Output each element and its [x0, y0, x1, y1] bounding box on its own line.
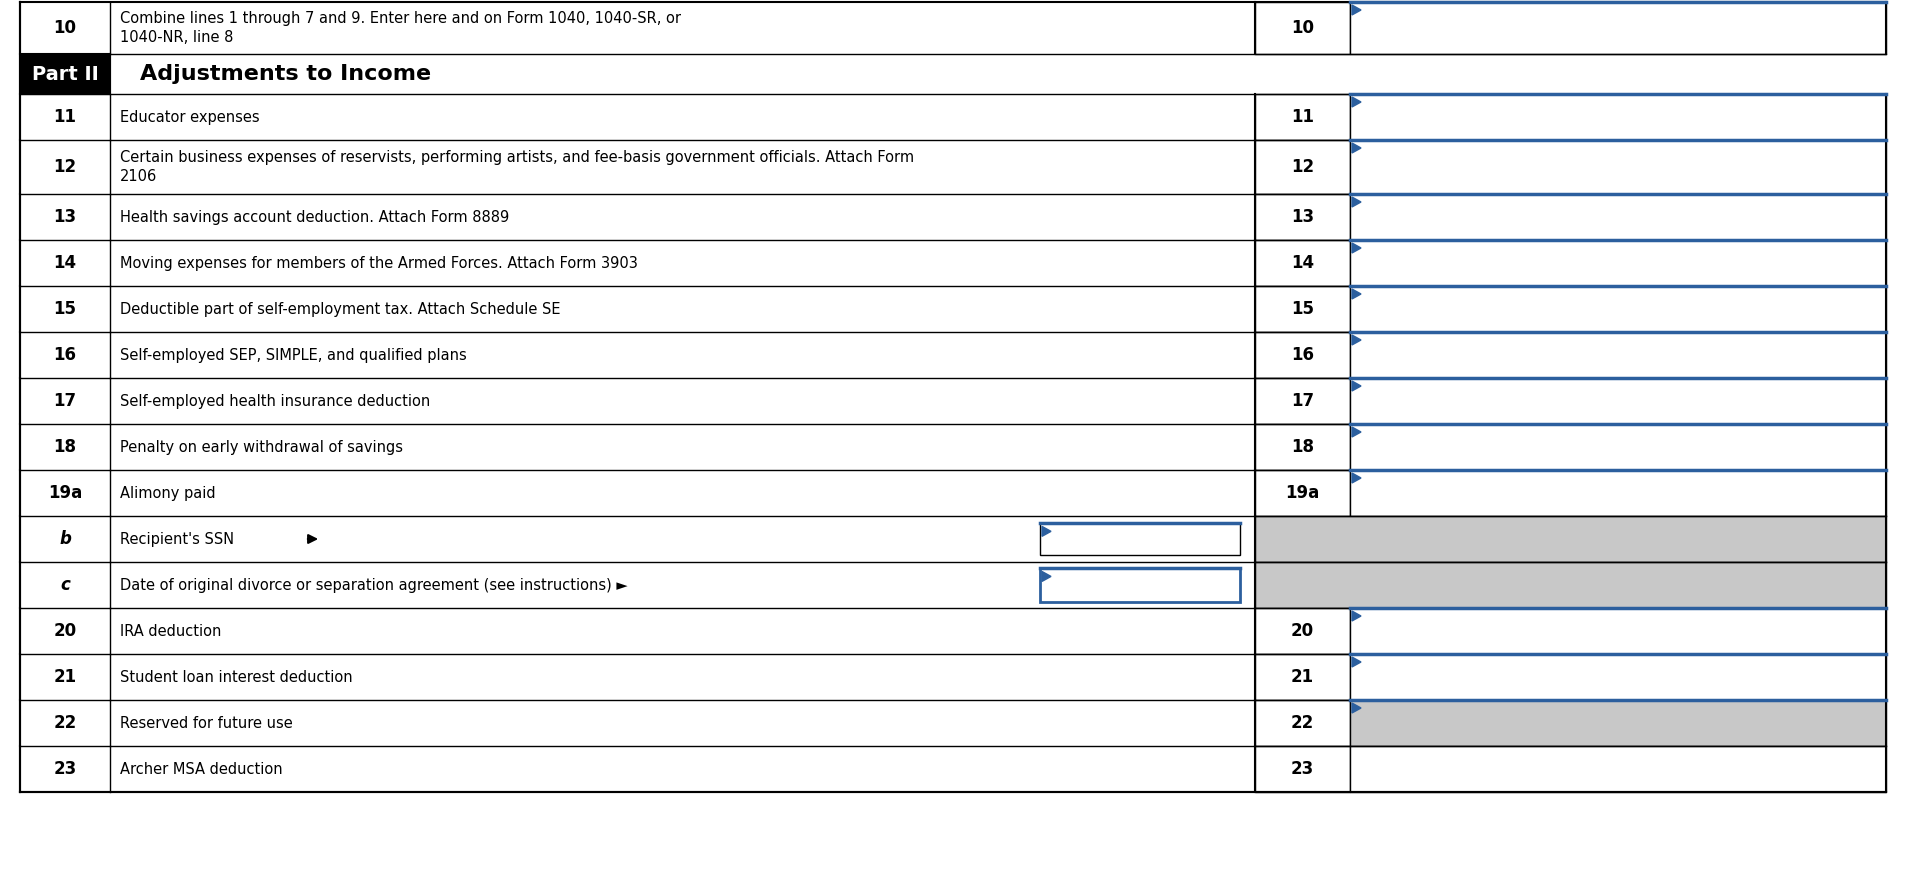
Bar	[1253, 194, 1349, 240]
Text: Recipient's SSN: Recipient's SSN	[120, 532, 234, 547]
Text: 19a: 19a	[1284, 484, 1318, 502]
Polygon shape	[1351, 657, 1360, 667]
Text: IRA deduction: IRA deduction	[120, 623, 221, 638]
Text: Reserved for future use: Reserved for future use	[120, 716, 293, 731]
Bar	[1253, 608, 1349, 654]
Text: Certain business expenses of reservists, performing artists, and fee-basis gover: Certain business expenses of reservists,…	[120, 150, 914, 184]
Text: 22: 22	[53, 714, 76, 732]
Bar	[1253, 516, 1886, 562]
Text: 14: 14	[1290, 254, 1313, 272]
Text: Self-employed health insurance deduction: Self-employed health insurance deduction	[120, 393, 431, 408]
Text: Archer MSA deduction: Archer MSA deduction	[120, 761, 282, 776]
Bar	[1253, 2, 1349, 54]
Bar	[1349, 240, 1886, 286]
Bar	[1349, 378, 1886, 424]
Text: Part II: Part II	[32, 65, 99, 84]
Bar	[1253, 240, 1349, 286]
Bar	[1349, 654, 1886, 700]
Text: 20: 20	[1290, 622, 1313, 640]
Text: b: b	[59, 530, 70, 548]
Bar	[1253, 378, 1349, 424]
Bar	[1253, 562, 1886, 608]
Text: 18: 18	[1290, 438, 1313, 456]
Bar	[1253, 94, 1349, 140]
Bar	[1349, 746, 1886, 792]
Bar	[1253, 654, 1349, 700]
Text: Educator expenses: Educator expenses	[120, 110, 259, 125]
Text: 12: 12	[1290, 158, 1313, 176]
Text: 20: 20	[53, 622, 76, 640]
Polygon shape	[1351, 289, 1360, 299]
Polygon shape	[1351, 197, 1360, 207]
Polygon shape	[1351, 473, 1360, 483]
Text: 22: 22	[1290, 714, 1313, 732]
Text: 16: 16	[53, 346, 76, 364]
Text: 13: 13	[53, 208, 76, 226]
Text: 23: 23	[53, 760, 76, 778]
Text: 14: 14	[53, 254, 76, 272]
Text: 15: 15	[53, 300, 76, 318]
Polygon shape	[1351, 97, 1360, 107]
Polygon shape	[1351, 5, 1360, 15]
Text: 23: 23	[1290, 760, 1313, 778]
Text: 12: 12	[53, 158, 76, 176]
Text: 21: 21	[1290, 668, 1313, 686]
Text: 10: 10	[1290, 19, 1313, 37]
Bar	[1253, 424, 1349, 470]
Bar	[1349, 194, 1886, 240]
Polygon shape	[1351, 611, 1360, 621]
Text: 13: 13	[1290, 208, 1313, 226]
Bar	[1349, 140, 1886, 194]
Bar	[1253, 140, 1349, 194]
Polygon shape	[1351, 381, 1360, 391]
Polygon shape	[1351, 335, 1360, 345]
Bar	[1253, 286, 1349, 332]
Bar	[1349, 608, 1886, 654]
Text: 10: 10	[53, 19, 76, 37]
Bar	[1040, 523, 1240, 555]
Text: Student loan interest deduction: Student loan interest deduction	[120, 670, 352, 685]
Text: 16: 16	[1290, 346, 1313, 364]
Text: 15: 15	[1290, 300, 1313, 318]
Text: Health savings account deduction. Attach Form 8889: Health savings account deduction. Attach…	[120, 209, 509, 224]
Polygon shape	[1351, 143, 1360, 153]
Text: 11: 11	[1290, 108, 1313, 126]
Bar	[1349, 470, 1886, 516]
Text: c: c	[61, 576, 70, 594]
Text: Combine lines 1 through 7 and 9. Enter here and on Form 1040, 1040-SR, or
1040-N: Combine lines 1 through 7 and 9. Enter h…	[120, 10, 680, 45]
Polygon shape	[1042, 571, 1050, 582]
Text: 21: 21	[53, 668, 76, 686]
Text: Date of original divorce or separation agreement (see instructions) ►: Date of original divorce or separation a…	[120, 577, 627, 592]
Text: Self-employed SEP, SIMPLE, and qualified plans: Self-employed SEP, SIMPLE, and qualified…	[120, 348, 467, 363]
Polygon shape	[1351, 703, 1360, 713]
Bar	[19, 54, 110, 94]
Bar	[1349, 94, 1886, 140]
Bar	[1349, 700, 1886, 746]
Bar	[1349, 332, 1886, 378]
Text: Alimony paid: Alimony paid	[120, 486, 215, 501]
Text: 17: 17	[1290, 392, 1313, 410]
Text: Moving expenses for members of the Armed Forces. Attach Form 3903: Moving expenses for members of the Armed…	[120, 255, 638, 270]
Text: 17: 17	[53, 392, 76, 410]
Text: Adjustments to Income: Adjustments to Income	[139, 64, 431, 84]
Bar	[1253, 700, 1349, 746]
Text: 18: 18	[53, 438, 76, 456]
Polygon shape	[1351, 427, 1360, 437]
Bar	[1253, 746, 1349, 792]
Bar	[1253, 470, 1349, 516]
Text: Penalty on early withdrawal of savings: Penalty on early withdrawal of savings	[120, 439, 402, 454]
Text: Deductible part of self-employment tax. Attach Schedule SE: Deductible part of self-employment tax. …	[120, 302, 560, 317]
Bar	[1349, 2, 1886, 54]
Bar	[1253, 332, 1349, 378]
Polygon shape	[1042, 527, 1050, 536]
Text: 11: 11	[53, 108, 76, 126]
Polygon shape	[1351, 243, 1360, 253]
Bar	[1040, 569, 1240, 602]
Bar	[1349, 286, 1886, 332]
Bar	[1349, 424, 1886, 470]
Text: 19a: 19a	[48, 484, 82, 502]
